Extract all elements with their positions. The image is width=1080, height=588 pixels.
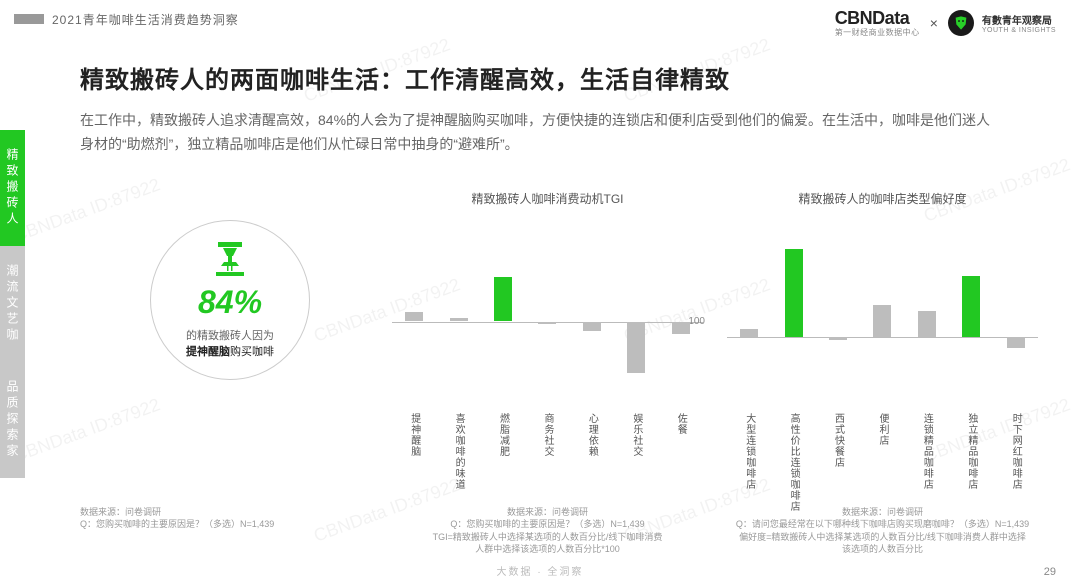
stat-line2: 提神醒脑购买咖啡 (186, 343, 274, 359)
cbndata-logo-text: CBNData (835, 8, 920, 29)
bar-rect (740, 329, 758, 337)
bar-rect (962, 276, 980, 337)
bar-label: 高性价比连锁咖啡店 (786, 413, 801, 512)
bar-col: 高性价比连锁咖啡店 (771, 217, 815, 407)
bar-col: 商务社交 (525, 217, 569, 407)
source-row: 数据来源：问卷调研Q：您购买咖啡的主要原因是？（多选）N=1,439 数据来源：… (80, 506, 1050, 556)
bar-label: 西式快餐店 (831, 413, 846, 468)
bar-label: 佐餐 (673, 413, 688, 435)
bars-container: 大型连锁咖啡店高性价比连锁咖啡店西式快餐店便利店连锁精品咖啡店独立精品咖啡店时下… (727, 217, 1038, 407)
youth-insights-sub: YOUTH & INSIGHTS (982, 27, 1056, 34)
bar-label: 独立精品咖啡店 (964, 413, 979, 490)
bar-col: 便利店 (860, 217, 904, 407)
bar-label: 便利店 (875, 413, 890, 446)
page-number: 29 (1044, 566, 1056, 578)
main-header: 精致搬砖人的两面咖啡生活：工作清醒高效，生活自律精致 在工作中，精致搬砖人追求清… (80, 60, 1050, 157)
youth-insights-title: 有數青年观察局 (982, 12, 1056, 27)
bar-label: 连锁精品咖啡店 (919, 413, 934, 490)
chart1-block: 精致搬砖人咖啡消费动机TGI 100提神醒脑喜欢咖啡的味道燃脂减肥商务社交心理依… (380, 190, 715, 407)
bar-col: 喜欢咖啡的味道 (436, 217, 480, 407)
footer-caption: 大数据 · 全洞察 (0, 563, 1080, 578)
bar-label: 时下网红咖啡店 (1008, 413, 1023, 490)
sidebar-item-2[interactable]: 品质探索家 (0, 362, 25, 478)
page-description: 在工作中，精致搬砖人追求清醒高效，84%的人会为了提神醒脑购买咖啡，方便快捷的连… (80, 109, 1000, 157)
bar-label: 商务社交 (540, 413, 555, 457)
bars-container: 提神醒脑喜欢咖啡的味道燃脂减肥商务社交心理依赖娱乐社交佐餐 (392, 217, 703, 407)
stat-block: 84% 的精致搬砖人因为 提神醒脑购买咖啡 (80, 190, 380, 407)
bar-col: 心理依赖 (570, 217, 614, 407)
bar-col: 西式快餐店 (816, 217, 860, 407)
bar-rect (672, 322, 690, 335)
stat-line1: 的精致搬砖人因为 (186, 327, 274, 343)
bar-label: 提神醒脑 (407, 413, 422, 457)
bar-label: 心理依赖 (584, 413, 599, 457)
bar-rect (405, 312, 423, 322)
bar-col: 连锁精品咖啡店 (905, 217, 949, 407)
logo-separator: × (930, 15, 938, 31)
content-row: 84% 的精致搬砖人因为 提神醒脑购买咖啡 精致搬砖人咖啡消费动机TGI 100… (80, 190, 1050, 407)
stat-circle: 84% 的精致搬砖人因为 提神醒脑购买咖啡 (150, 220, 310, 380)
source-col-1: 数据来源：问卷调研Q：您购买咖啡的主要原因是？（多选）N=1,439 (80, 506, 380, 556)
bar-col: 佐餐 (659, 217, 703, 407)
header-logos: CBNData 第一财经商业数据中心 × 有數青年观察局 YOUTH & INS… (835, 8, 1056, 38)
bar-rect (785, 249, 803, 337)
sidebar-item-0[interactable]: 精致搬砖人 (0, 130, 25, 246)
bar-rect (583, 322, 601, 332)
bar-col: 提神醒脑 (392, 217, 436, 407)
bar-rect (1007, 337, 1025, 348)
bar-col: 娱乐社交 (614, 217, 658, 407)
stat-rest: 购买咖啡 (230, 346, 274, 358)
bar-rect (829, 337, 847, 340)
bar-col: 大型连锁咖啡店 (727, 217, 771, 407)
bar-label: 喜欢咖啡的味道 (451, 413, 466, 490)
header-accent-bar (14, 14, 44, 24)
chart2-block: 精致搬砖人的咖啡店类型偏好度 大型连锁咖啡店高性价比连锁咖啡店西式快餐店便利店连… (715, 190, 1050, 407)
bar-rect (873, 305, 891, 337)
bar-label: 大型连锁咖啡店 (742, 413, 757, 490)
bar-col: 独立精品咖啡店 (949, 217, 993, 407)
sidebar-nav: 精致搬砖人潮流文艺咖品质探索家 (0, 130, 22, 478)
chart2-area: 大型连锁咖啡店高性价比连锁咖啡店西式快餐店便利店连锁精品咖啡店独立精品咖啡店时下… (727, 217, 1038, 407)
source-col-2: 数据来源：问卷调研Q：您购买咖啡的主要原因是？（多选）N=1,439TGI=精致… (380, 506, 715, 556)
sidebar-item-1[interactable]: 潮流文艺咖 (0, 246, 25, 362)
chart1-title: 精致搬砖人咖啡消费动机TGI (392, 190, 703, 207)
stat-percent: 84% (198, 284, 262, 321)
bar-col: 燃脂减肥 (481, 217, 525, 407)
bar-label: 燃脂减肥 (496, 413, 511, 457)
chart2-title: 精致搬砖人的咖啡店类型偏好度 (727, 190, 1038, 207)
chart1-area: 100提神醒脑喜欢咖啡的味道燃脂减肥商务社交心理依赖娱乐社交佐餐 (392, 217, 703, 407)
bar-label: 娱乐社交 (629, 413, 644, 457)
youth-insights-icon (948, 10, 974, 36)
bar-col: 时下网红咖啡店 (994, 217, 1038, 407)
source-col-3: 数据来源：问卷调研Q：请问您最经常在以下哪种线下咖啡店购买现磨咖啡？（多选）N=… (715, 506, 1050, 556)
coffee-maker-icon (210, 242, 250, 278)
stat-bold: 提神醒脑 (186, 346, 230, 358)
bar-rect (450, 318, 468, 321)
youth-insights-text: 有數青年观察局 YOUTH & INSIGHTS (982, 12, 1056, 34)
bar-rect (538, 322, 556, 324)
bar-rect (918, 311, 936, 337)
cbndata-logo-sub: 第一财经商业数据中心 (835, 27, 920, 38)
bar-rect (494, 277, 512, 322)
doc-title: 2021青年咖啡生活消费趋势洞察 (52, 11, 239, 28)
page-title: 精致搬砖人的两面咖啡生活：工作清醒高效，生活自律精致 (80, 60, 1050, 95)
cbndata-logo: CBNData 第一财经商业数据中心 (835, 8, 920, 38)
bar-rect (627, 322, 645, 373)
